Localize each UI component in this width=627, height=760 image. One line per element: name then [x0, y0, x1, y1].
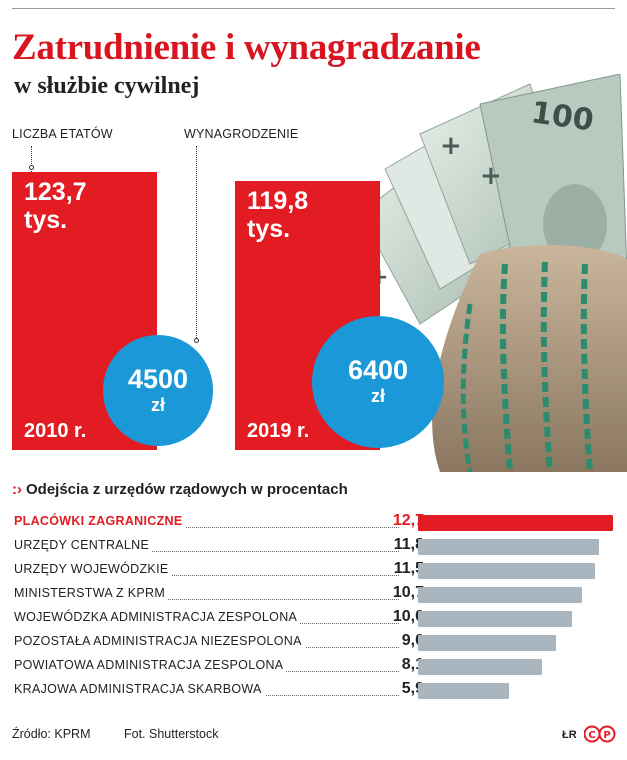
chart-subtitle: w służbie cywilnej — [14, 73, 200, 99]
row-leader-dots — [14, 551, 399, 552]
category-label: POZOSTAŁA ADMINISTRACJA NIEZESPOLONA — [14, 634, 305, 648]
departures-bar — [418, 587, 583, 603]
departures-bar — [418, 563, 595, 579]
employment-value-2: 119,8 tys. — [247, 187, 308, 243]
banknote-shapes: 100 + + + — [359, 74, 627, 325]
departures-title-text: Odejścia z urzędów rządowych w procentac… — [26, 481, 348, 498]
departures-row: POZOSTAŁA ADMINISTRACJA NIEZESPOLONA 9,0 — [14, 631, 614, 653]
value-label: 8,1 — [401, 656, 424, 673]
salary-circle-1: 4500 zł — [102, 335, 214, 446]
category-label: MINISTERSTWA Z KPRM — [14, 586, 169, 600]
row-leader-dots — [14, 599, 399, 600]
author-initials: ŁR — [562, 729, 577, 741]
salary-value-1: 4500 — [127, 363, 189, 394]
employment-leader-line — [31, 146, 32, 172]
departures-row: URZĘDY WOJEWÓDZKIE 11,5 — [14, 559, 614, 581]
departures-bar — [418, 539, 600, 555]
photo-credit: Fot. Shutterstock — [124, 727, 219, 741]
year-label-2: 2019 r. — [247, 420, 310, 442]
salary-leader-line — [196, 146, 197, 342]
value-label: 10,0 — [392, 608, 424, 625]
departures-bar — [418, 659, 543, 675]
departures-row: POWIATOWA ADMINISTRACJA ZESPOLONA 8,1 — [14, 655, 614, 677]
category-label: URZĘDY WOJEWÓDZKIE — [14, 562, 172, 576]
departures-row: WOJEWÓDZKA ADMINISTRACJA ZESPOLONA 10,0 — [14, 607, 614, 629]
departures-bar — [418, 635, 557, 651]
departures-bar — [418, 611, 572, 627]
publisher-logo: C P — [584, 725, 616, 743]
value-label: 12,7 — [392, 512, 424, 529]
salary-unit-1: zł — [150, 394, 165, 415]
employment-leader-dot — [29, 165, 34, 170]
category-label: WOJEWÓDZKA ADMINISTRACJA ZESPOLONA — [14, 610, 301, 624]
salary-leader-dot — [194, 338, 199, 343]
svg-text:100: 100 — [529, 95, 596, 138]
category-label: KRAJOWA ADMINISTRACJA SKARBOWA — [14, 682, 265, 696]
departures-row: MINISTERSTWA Z KPRM 10,7 — [14, 583, 614, 605]
value-label: 10,7 — [392, 584, 424, 601]
salary-circle-2: 6400 zł — [312, 316, 444, 448]
source-note: Źródło: KPRM — [12, 727, 91, 741]
departures-bar — [418, 683, 509, 699]
category-label: PLACÓWKI ZAGRANICZNE — [14, 514, 186, 528]
row-leader-dots — [14, 575, 399, 576]
employment-value-unit-1: tys. — [24, 206, 68, 234]
svg-text:+: + — [440, 131, 462, 161]
employment-value-number-1: 123,7 — [24, 178, 87, 206]
money-bag-illustration: 100 + + + — [359, 74, 627, 472]
year-label-1: 2010 r. — [24, 420, 87, 442]
departures-row: URZĘDY CENTRALNE 11,8 — [14, 535, 614, 557]
departures-row: KRAJOWA ADMINISTRACJA SKARBOWA 5,9 — [14, 679, 614, 701]
employment-value-unit-2: tys. — [247, 214, 291, 243]
departures-row: PLACÓWKI ZAGRANICZNE 12,7 — [14, 511, 614, 533]
category-label: POWIATOWA ADMINISTRACJA ZESPOLONA — [14, 658, 287, 672]
employment-value-number-2: 119,8 — [247, 186, 309, 215]
top-rule — [12, 8, 615, 9]
sack-shape — [432, 244, 627, 472]
departures-bar — [418, 515, 613, 531]
salary-label: WYNAGRODZENIE — [184, 127, 299, 141]
chart-title: Zatrudnienie i wynagradzanie — [12, 27, 481, 68]
departures-chart-title: :› Odejścia z urzędów rządowych w procent… — [12, 481, 348, 498]
category-label: URZĘDY CENTRALNE — [14, 538, 153, 552]
svg-text:C: C — [588, 730, 595, 741]
svg-text:P: P — [603, 730, 610, 741]
section-marker-icon: :› — [12, 481, 22, 498]
employment-value-1: 123,7 tys. — [24, 178, 87, 234]
salary-value-2: 6400 — [347, 355, 409, 385]
value-label: 9,0 — [401, 632, 424, 649]
employment-label: LICZBA ETATÓW — [12, 127, 113, 141]
svg-text:+: + — [480, 161, 502, 191]
value-label: 11,8 — [393, 536, 424, 553]
row-leader-dots — [14, 527, 399, 528]
salary-unit-2: zł — [370, 386, 385, 406]
value-label: 5,9 — [401, 680, 424, 697]
value-label: 11,5 — [393, 560, 424, 577]
